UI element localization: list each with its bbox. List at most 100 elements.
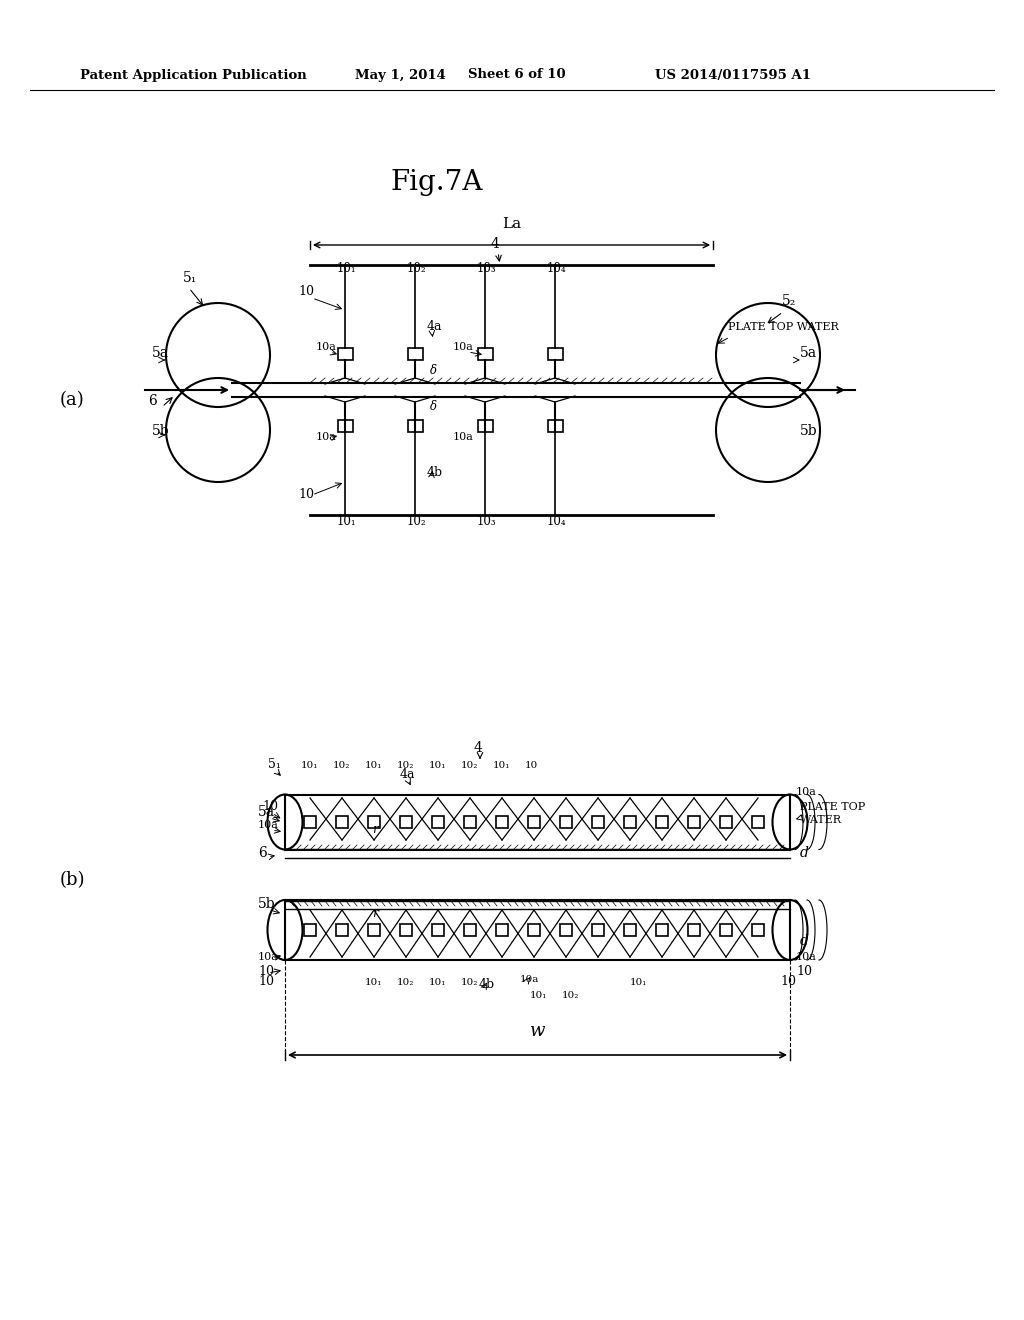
- Bar: [720, 924, 732, 936]
- Bar: [304, 924, 316, 936]
- Text: 10a: 10a: [316, 432, 337, 442]
- Bar: [548, 420, 562, 432]
- Text: 10₁: 10₁: [365, 762, 382, 770]
- Text: Fig.7A: Fig.7A: [390, 169, 482, 197]
- Text: 10a: 10a: [453, 432, 474, 442]
- Text: 4b: 4b: [479, 978, 496, 991]
- Text: 10a: 10a: [258, 820, 279, 830]
- Text: 10₁: 10₁: [530, 991, 548, 1001]
- Bar: [752, 816, 764, 828]
- Bar: [688, 924, 700, 936]
- Bar: [336, 816, 348, 828]
- Text: δ: δ: [430, 364, 437, 378]
- Text: 4: 4: [473, 741, 482, 755]
- Text: 5₁: 5₁: [183, 271, 198, 285]
- Bar: [408, 348, 423, 360]
- Text: 10₁: 10₁: [429, 978, 446, 987]
- Bar: [368, 816, 380, 828]
- Bar: [560, 816, 572, 828]
- Bar: [464, 816, 476, 828]
- Text: 10: 10: [796, 965, 812, 978]
- Text: 10₄: 10₄: [547, 261, 566, 275]
- Text: 5₂: 5₂: [782, 294, 797, 308]
- Text: 10₁: 10₁: [365, 978, 382, 987]
- Text: 10₂: 10₂: [407, 515, 427, 528]
- Text: 4a: 4a: [427, 319, 442, 333]
- Text: d: d: [800, 935, 809, 948]
- Text: 10₁: 10₁: [301, 762, 318, 770]
- Text: 10₂: 10₂: [333, 762, 350, 770]
- Bar: [592, 816, 604, 828]
- Bar: [400, 924, 412, 936]
- Text: US 2014/0117595 A1: US 2014/0117595 A1: [655, 69, 811, 82]
- Bar: [624, 816, 636, 828]
- Text: 10a: 10a: [258, 952, 279, 962]
- Text: WATER: WATER: [800, 814, 842, 825]
- Text: 4b: 4b: [427, 466, 443, 479]
- Bar: [338, 348, 352, 360]
- Bar: [477, 348, 493, 360]
- Text: 10₃: 10₃: [477, 261, 497, 275]
- Text: 10a: 10a: [520, 975, 540, 983]
- Text: 5b: 5b: [152, 424, 170, 438]
- Bar: [528, 924, 540, 936]
- Bar: [336, 924, 348, 936]
- Text: Sheet 6 of 10: Sheet 6 of 10: [468, 69, 565, 82]
- Text: PLATE TOP WATER: PLATE TOP WATER: [728, 322, 839, 333]
- Text: PLATE TOP: PLATE TOP: [800, 803, 865, 812]
- Text: 5a: 5a: [800, 346, 817, 360]
- Bar: [400, 816, 412, 828]
- Bar: [496, 924, 508, 936]
- Text: 10₂: 10₂: [407, 261, 427, 275]
- Text: 10₁: 10₁: [337, 261, 356, 275]
- Text: 10₄: 10₄: [547, 515, 566, 528]
- Text: 10₁: 10₁: [429, 762, 446, 770]
- Bar: [496, 816, 508, 828]
- Bar: [548, 348, 562, 360]
- Bar: [624, 924, 636, 936]
- Text: 5a: 5a: [258, 805, 275, 818]
- Text: 6: 6: [148, 393, 157, 408]
- Bar: [464, 924, 476, 936]
- Text: 10: 10: [258, 975, 274, 987]
- Text: 4a: 4a: [400, 768, 416, 781]
- Text: 10₃: 10₃: [477, 515, 497, 528]
- Bar: [560, 924, 572, 936]
- Text: 10: 10: [258, 965, 274, 978]
- Text: 10₁: 10₁: [337, 515, 356, 528]
- Text: La: La: [502, 216, 521, 231]
- Text: 10: 10: [298, 488, 314, 502]
- Bar: [720, 816, 732, 828]
- Text: 5b: 5b: [258, 898, 275, 911]
- Text: 10₁: 10₁: [493, 762, 510, 770]
- Bar: [688, 816, 700, 828]
- Text: δ: δ: [430, 400, 437, 413]
- Text: Patent Application Publication: Patent Application Publication: [80, 69, 307, 82]
- Bar: [432, 924, 444, 936]
- Text: 10a: 10a: [796, 952, 817, 962]
- Text: 10: 10: [780, 975, 796, 987]
- Text: (b): (b): [60, 871, 85, 888]
- Text: (a): (a): [60, 391, 85, 409]
- Bar: [304, 816, 316, 828]
- Text: 4: 4: [490, 238, 500, 251]
- Text: d: d: [800, 846, 809, 861]
- Text: 10₂: 10₂: [461, 978, 478, 987]
- Bar: [656, 816, 668, 828]
- Text: 5₁: 5₁: [268, 758, 281, 771]
- Text: 10a: 10a: [796, 787, 817, 797]
- Text: 10a: 10a: [453, 342, 474, 352]
- Text: r: r: [372, 907, 378, 920]
- Text: 10₂: 10₂: [461, 762, 478, 770]
- Bar: [528, 816, 540, 828]
- Bar: [338, 420, 352, 432]
- Text: 10a: 10a: [316, 342, 337, 352]
- Bar: [592, 924, 604, 936]
- Text: 10₂: 10₂: [397, 978, 415, 987]
- Text: 10₂: 10₂: [397, 762, 415, 770]
- Text: 10: 10: [298, 285, 314, 298]
- Text: r: r: [372, 822, 378, 836]
- Bar: [408, 420, 423, 432]
- Bar: [477, 420, 493, 432]
- Text: 10₁: 10₁: [630, 978, 647, 987]
